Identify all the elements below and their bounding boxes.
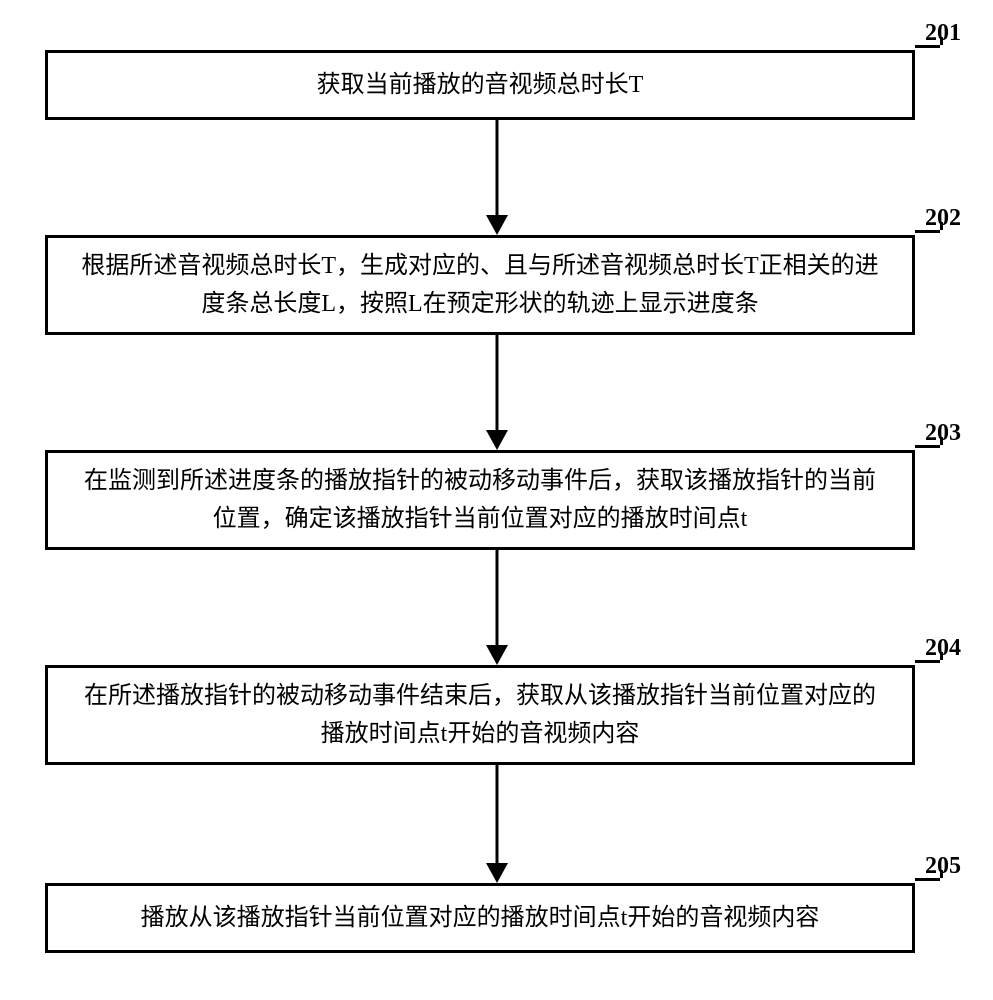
step-text: 在监测到所述进度条的播放指针的被动移动事件后，获取该播放指针的当前位置，确定该播… bbox=[78, 462, 882, 539]
label-connector-v bbox=[940, 222, 943, 230]
arrow-down-icon bbox=[486, 645, 508, 665]
label-connector-v bbox=[940, 37, 943, 45]
flowchart-container: 获取当前播放的音视频总时长T 201 根据所述音视频总时长T，生成对应的、且与所述音… bbox=[0, 0, 993, 1000]
step-label-203: 203 bbox=[925, 420, 961, 447]
flowchart-connector bbox=[495, 120, 498, 215]
step-label-205: 205 bbox=[925, 853, 961, 880]
flowchart-step-205: 播放从该播放指针当前位置对应的播放时间点t开始的音视频内容 bbox=[45, 883, 915, 953]
step-text: 播放从该播放指针当前位置对应的播放时间点t开始的音视频内容 bbox=[141, 899, 820, 937]
label-connector-h bbox=[915, 660, 940, 663]
step-label-204: 204 bbox=[925, 635, 961, 662]
label-connector-h bbox=[915, 45, 940, 48]
step-label-202: 202 bbox=[925, 205, 961, 232]
arrow-down-icon bbox=[486, 430, 508, 450]
step-text: 根据所述音视频总时长T，生成对应的、且与所述音视频总时长T正相关的进度条总长度L… bbox=[78, 247, 882, 324]
flowchart-step-201: 获取当前播放的音视频总时长T bbox=[45, 50, 915, 120]
step-text: 获取当前播放的音视频总时长T bbox=[317, 66, 644, 104]
arrow-down-icon bbox=[486, 215, 508, 235]
label-connector-v bbox=[940, 870, 943, 878]
step-label-201: 201 bbox=[925, 20, 961, 47]
label-connector-h bbox=[915, 445, 940, 448]
label-connector-v bbox=[940, 437, 943, 445]
step-text: 在所述播放指针的被动移动事件结束后，获取从该播放指针当前位置对应的播放时间点t开… bbox=[78, 677, 882, 754]
flowchart-connector bbox=[495, 550, 498, 645]
flowchart-connector bbox=[495, 335, 498, 430]
flowchart-step-204: 在所述播放指针的被动移动事件结束后，获取从该播放指针当前位置对应的播放时间点t开… bbox=[45, 665, 915, 765]
arrow-down-icon bbox=[486, 863, 508, 883]
label-connector-v bbox=[940, 652, 943, 660]
flowchart-step-202: 根据所述音视频总时长T，生成对应的、且与所述音视频总时长T正相关的进度条总长度L… bbox=[45, 235, 915, 335]
label-connector-h bbox=[915, 230, 940, 233]
flowchart-step-203: 在监测到所述进度条的播放指针的被动移动事件后，获取该播放指针的当前位置，确定该播… bbox=[45, 450, 915, 550]
flowchart-connector bbox=[495, 765, 498, 863]
label-connector-h bbox=[915, 878, 940, 881]
